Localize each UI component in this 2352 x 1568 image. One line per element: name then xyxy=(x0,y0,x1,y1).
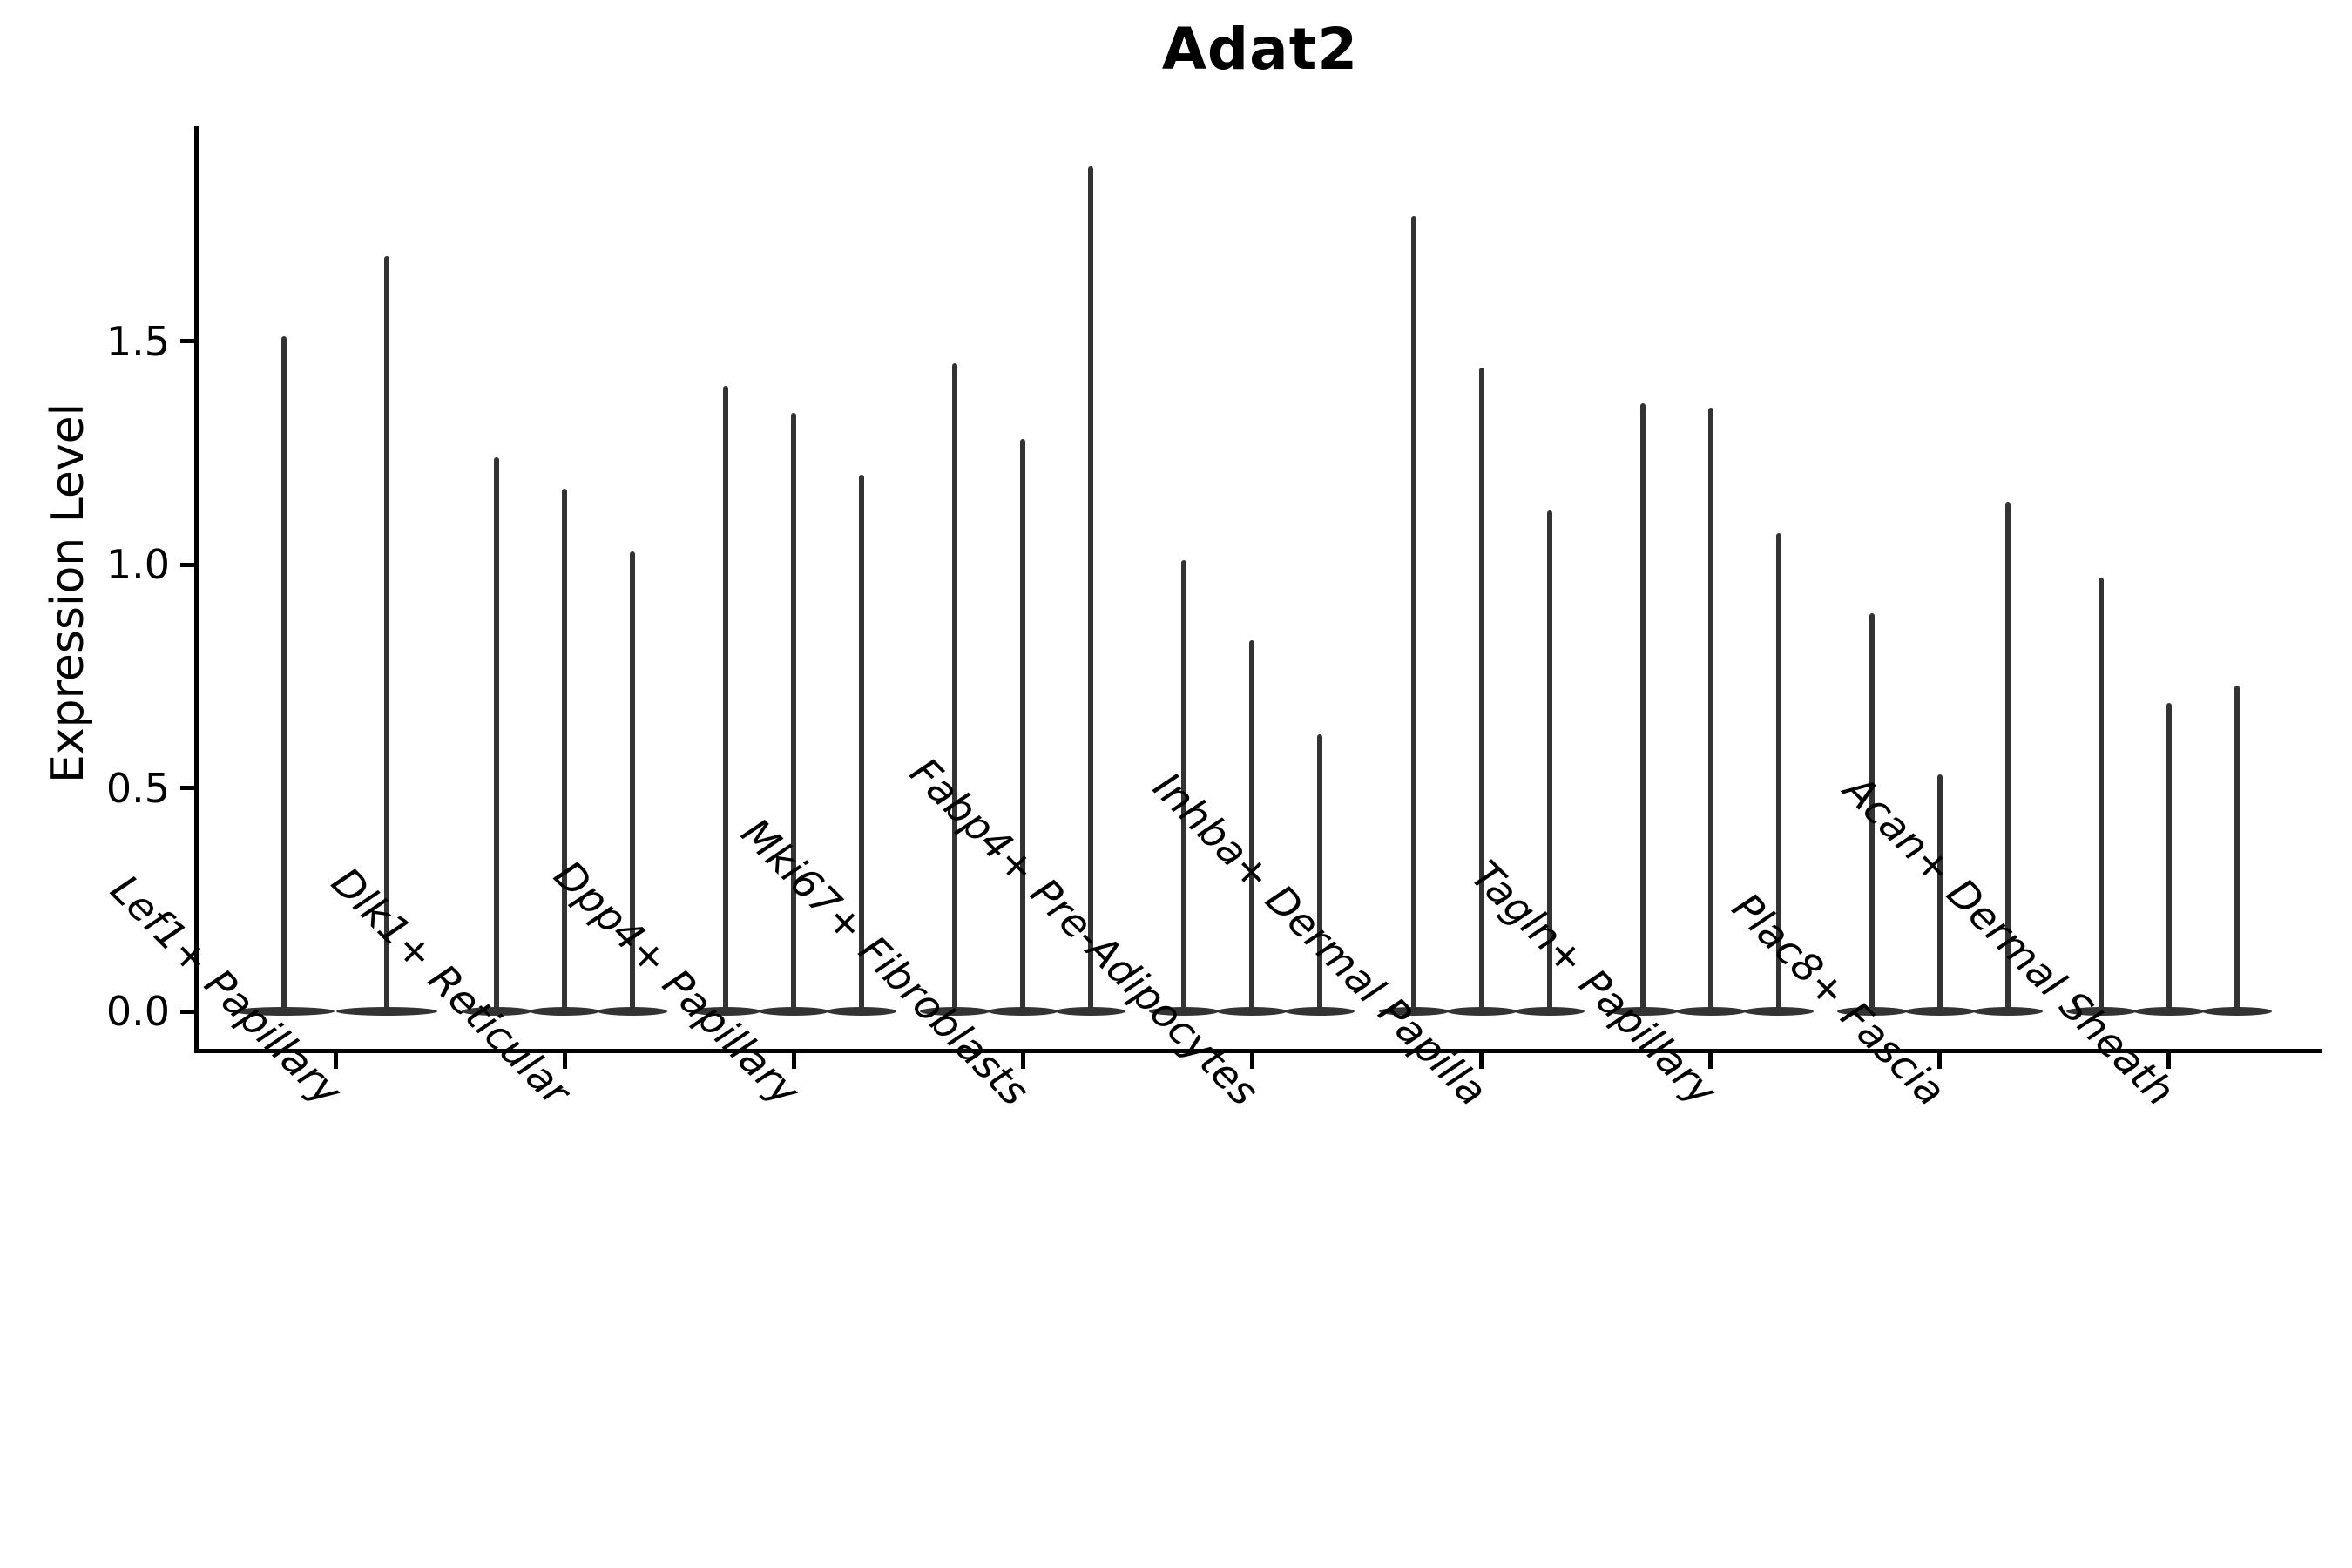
y-tick-mark xyxy=(180,1009,194,1014)
violin-max-spike xyxy=(1410,215,1416,1011)
violin-max-spike xyxy=(1478,368,1484,1011)
violin-zero-mass xyxy=(2201,1007,2272,1016)
chart-title: Adat2 xyxy=(1161,16,1359,83)
x-tick-mark xyxy=(333,1053,338,1069)
x-tick-mark xyxy=(562,1053,567,1069)
violin-zero-mass xyxy=(827,1007,897,1016)
violin-zero-mass xyxy=(598,1007,668,1016)
violin-max-spike xyxy=(1249,640,1255,1011)
y-tick-mark xyxy=(180,562,194,567)
violin-zero-mass xyxy=(1743,1007,1814,1016)
y-tick-label: 0.5 xyxy=(105,764,170,812)
violin-zero-mass xyxy=(462,1007,532,1016)
violin-max-spike xyxy=(723,385,729,1011)
x-axis-spine xyxy=(194,1049,2322,1053)
violin-max-spike xyxy=(562,488,568,1011)
violin-max-spike xyxy=(1936,774,1943,1011)
violin-zero-mass xyxy=(1217,1007,1288,1016)
violin-zero-mass xyxy=(1514,1007,1585,1016)
x-tick-mark xyxy=(1020,1053,1025,1069)
x-tick-mark xyxy=(2166,1053,2172,1069)
violin-max-spike xyxy=(2004,502,2011,1011)
violin-zero-mass xyxy=(1056,1007,1126,1016)
y-tick-mark xyxy=(180,339,194,343)
violin-zero-mass xyxy=(2133,1007,2204,1016)
violin-zero-mass xyxy=(336,1007,437,1016)
violin-max-spike xyxy=(1317,733,1323,1011)
violin-max-spike xyxy=(1707,408,1713,1011)
violin-max-spike xyxy=(1181,559,1187,1011)
violin-max-spike xyxy=(1020,439,1026,1011)
violin-max-spike xyxy=(791,412,797,1011)
violin-zero-mass xyxy=(1836,1007,1907,1016)
x-tick-mark xyxy=(1479,1053,1484,1069)
violin-max-spike xyxy=(1546,510,1552,1011)
violin-max-spike xyxy=(1775,533,1781,1011)
x-category-label: Dlk1+ Reticular xyxy=(322,858,580,1115)
y-tick-label: 1.0 xyxy=(105,541,170,588)
violin-zero-mass xyxy=(988,1007,1058,1016)
violin-zero-mass xyxy=(2065,1007,2136,1016)
violin-max-spike xyxy=(1639,403,1646,1011)
x-tick-mark xyxy=(1708,1053,1713,1069)
violin-zero-mass xyxy=(1446,1007,1517,1016)
violin-zero-mass xyxy=(1972,1007,2043,1016)
violin-zero-mass xyxy=(530,1007,600,1016)
violin-max-spike xyxy=(384,256,389,1011)
violin-zero-mass xyxy=(1285,1007,1355,1016)
violin-max-spike xyxy=(952,363,958,1011)
violin-zero-mass xyxy=(920,1007,990,1016)
y-tick-mark xyxy=(180,786,194,790)
y-tick-label: 0.0 xyxy=(105,988,170,1035)
violin-zero-mass xyxy=(691,1007,761,1016)
x-tick-mark xyxy=(791,1053,796,1069)
violin-max-spike xyxy=(2166,703,2172,1011)
x-tick-mark xyxy=(1249,1053,1254,1069)
violin-zero-mass xyxy=(233,1007,335,1016)
violin-max-spike xyxy=(859,475,865,1011)
violin-zero-mass xyxy=(1378,1007,1449,1016)
y-axis-spine xyxy=(194,126,199,1053)
x-category-label: Tagln+ Papillary xyxy=(1462,851,1727,1115)
violin-zero-mass xyxy=(1675,1007,1746,1016)
violin-zero-mass xyxy=(1904,1007,1975,1016)
violin-max-spike xyxy=(494,456,500,1011)
violin-max-spike xyxy=(1869,613,1875,1011)
y-tick-label: 1.5 xyxy=(105,317,170,365)
x-category-label: Plac8+ Fascia xyxy=(1723,883,1956,1115)
x-tick-mark xyxy=(1937,1053,1943,1069)
violin-max-spike xyxy=(281,336,287,1011)
violin-zero-mass xyxy=(1149,1007,1220,1016)
violin-max-spike xyxy=(2234,685,2240,1011)
violin-zero-mass xyxy=(1607,1007,1678,1016)
violin-max-spike xyxy=(2098,578,2104,1011)
violin-max-spike xyxy=(1088,166,1094,1011)
violin-zero-mass xyxy=(759,1007,829,1016)
violin-max-spike xyxy=(630,551,636,1011)
x-category-label: Dpp4+ Papillary xyxy=(544,851,809,1115)
